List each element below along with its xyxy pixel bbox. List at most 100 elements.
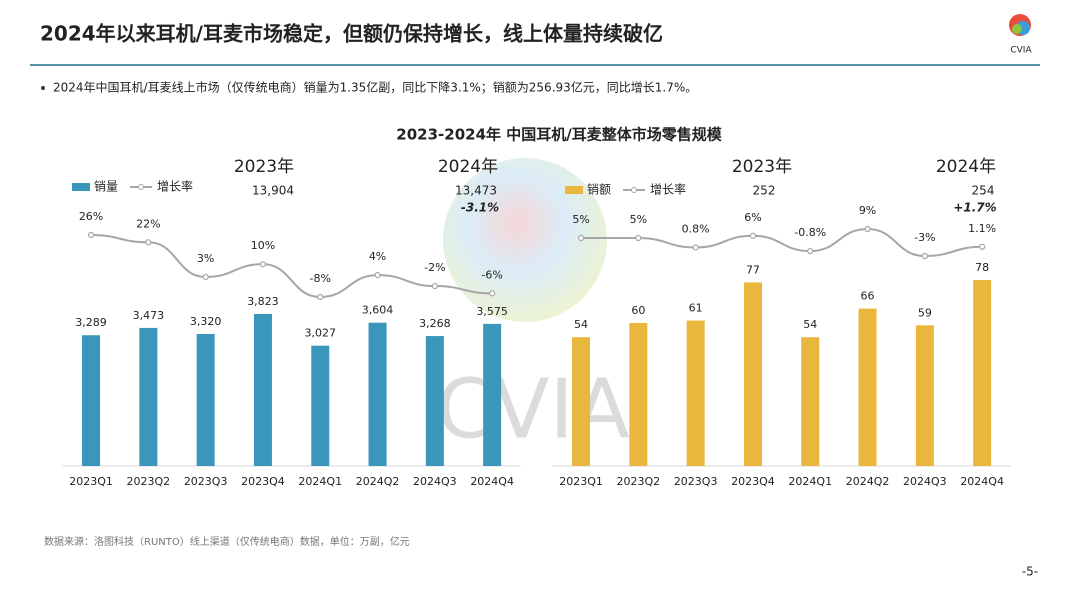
growth-label: 5% [630, 213, 647, 226]
bar-label: 3,473 [133, 309, 165, 322]
page-number: -5- [1022, 565, 1038, 579]
bar [425, 336, 444, 466]
legend-swatch [565, 186, 583, 194]
x-tick-label: 2024Q3 [413, 475, 457, 488]
x-tick-label: 2024Q4 [960, 475, 1004, 488]
bar-label: 3,268 [419, 317, 451, 330]
annotation: 13,904 [252, 184, 294, 198]
bar [253, 314, 272, 466]
bar-label: 60 [631, 304, 645, 317]
slide-title: 2024年以来耳机/耳麦市场稳定，但额仍保持增长，线上体量持续破亿 [40, 22, 663, 46]
bar-label: 77 [746, 263, 760, 276]
growth-point [635, 234, 642, 242]
growth-label: 9% [859, 204, 876, 217]
growth-point [374, 272, 381, 279]
bar-label: 66 [861, 290, 875, 303]
bar-label: 61 [689, 302, 703, 315]
growth-point [317, 293, 324, 301]
bar [915, 325, 934, 466]
growth-label: 6% [744, 211, 761, 224]
legend-swatch [72, 183, 90, 191]
growth-point [202, 273, 209, 281]
growth-label: 3% [197, 252, 214, 265]
bar [139, 327, 158, 466]
bullet-text: 2024年中国耳机/耳麦线上市场（仅传统电商）销量为1.35亿副，同比下降3.1… [53, 80, 697, 95]
annotation: +1.7% [953, 201, 996, 215]
growth-point [807, 247, 814, 255]
legend-marker [138, 184, 144, 190]
growth-label: 0.8% [682, 222, 710, 235]
x-tick-label: 2024Q4 [470, 475, 514, 488]
x-tick-label: 2023Q2 [127, 475, 171, 488]
annotation: 2023年 [234, 157, 294, 177]
bar [686, 320, 705, 466]
growth-label: 1.1% [968, 222, 996, 235]
growth-line [581, 227, 983, 258]
annotation: 254 [972, 184, 995, 198]
x-tick-label: 2023Q1 [559, 475, 603, 488]
watermark-text: CVIA [436, 362, 630, 457]
growth-label: 10% [251, 239, 275, 252]
growth-point [489, 290, 496, 297]
annotation: 2023年 [732, 157, 792, 177]
bar-label: 3,320 [190, 315, 222, 328]
growth-point [921, 252, 928, 260]
logo-text: CVIA [1010, 46, 1032, 56]
annotation: 2024年 [936, 157, 996, 177]
bar [311, 345, 330, 466]
growth-point [259, 261, 267, 268]
growth-label: -0.8% [794, 226, 826, 239]
x-tick-label: 2023Q1 [69, 475, 113, 488]
footnote: 数据来源：洛图科技（RUNTO）线上渠道（仅传统电商）数据，单位：万副，亿元 [44, 535, 410, 548]
logo-icon [1012, 24, 1022, 34]
growth-label: -3% [914, 231, 935, 244]
growth-label: -2% [424, 261, 445, 274]
growth-label: 5% [572, 213, 589, 226]
bar [801, 337, 820, 466]
growth-point [749, 232, 757, 239]
growth-label: -6% [481, 268, 502, 281]
bar [368, 322, 387, 466]
bar [973, 280, 992, 466]
bar [82, 335, 101, 466]
growth-point [87, 231, 95, 239]
x-tick-label: 2024Q1 [788, 475, 832, 488]
growth-point [979, 243, 986, 250]
x-tick-label: 2023Q4 [241, 475, 285, 488]
bar-label: 78 [975, 261, 989, 274]
growth-point [577, 234, 585, 242]
x-tick-label: 2023Q2 [617, 475, 661, 488]
growth-label: 26% [79, 210, 103, 223]
legend-label: 增长率 [650, 182, 686, 197]
x-tick-label: 2024Q2 [846, 475, 890, 488]
bar [196, 333, 215, 466]
legend-marker [631, 187, 637, 193]
x-tick-label: 2023Q3 [184, 475, 228, 488]
annotation: -3.1% [461, 201, 499, 215]
bar [629, 322, 648, 466]
bar [572, 337, 591, 466]
x-tick-label: 2024Q3 [903, 475, 947, 488]
x-tick-label: 2023Q3 [674, 475, 718, 488]
bar-label: 59 [918, 306, 932, 319]
bar-label: 3,289 [75, 316, 107, 329]
growth-label: 22% [136, 217, 160, 230]
bar-label: 54 [574, 318, 588, 331]
bar [858, 308, 877, 466]
bullet-dot [41, 86, 45, 90]
legend-label: 销额 [587, 183, 611, 197]
x-tick-label: 2024Q2 [356, 475, 400, 488]
legend-label: 销量 [94, 180, 118, 194]
growth-label: -8% [310, 272, 331, 285]
growth-line [91, 234, 493, 299]
bar [483, 323, 502, 466]
bar-label: 3,604 [362, 304, 394, 317]
growth-point [431, 282, 438, 290]
bar-label: 3,575 [476, 305, 508, 318]
growth-point [145, 239, 152, 246]
growth-point [864, 225, 871, 233]
growth-label: 4% [369, 250, 386, 263]
growth-point [692, 244, 699, 251]
annotation: 13,473 [455, 184, 497, 198]
